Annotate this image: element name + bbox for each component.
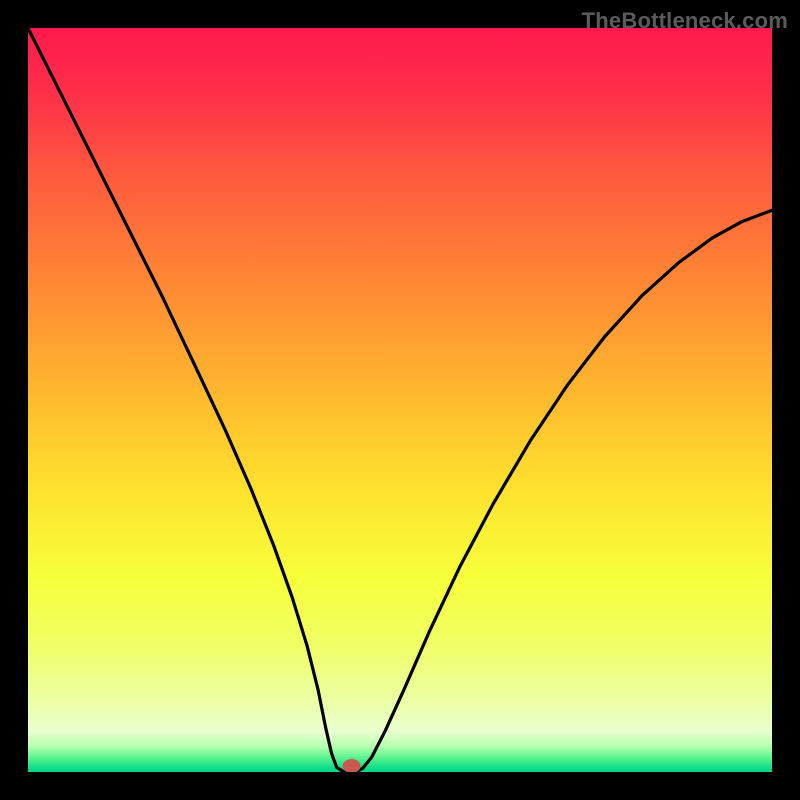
optimal-point-marker (343, 759, 361, 773)
bottleneck-chart (0, 0, 800, 800)
plot-background (28, 28, 772, 772)
watermark-label: TheBottleneck.com (582, 8, 788, 34)
chart-frame: TheBottleneck.com (0, 0, 800, 800)
